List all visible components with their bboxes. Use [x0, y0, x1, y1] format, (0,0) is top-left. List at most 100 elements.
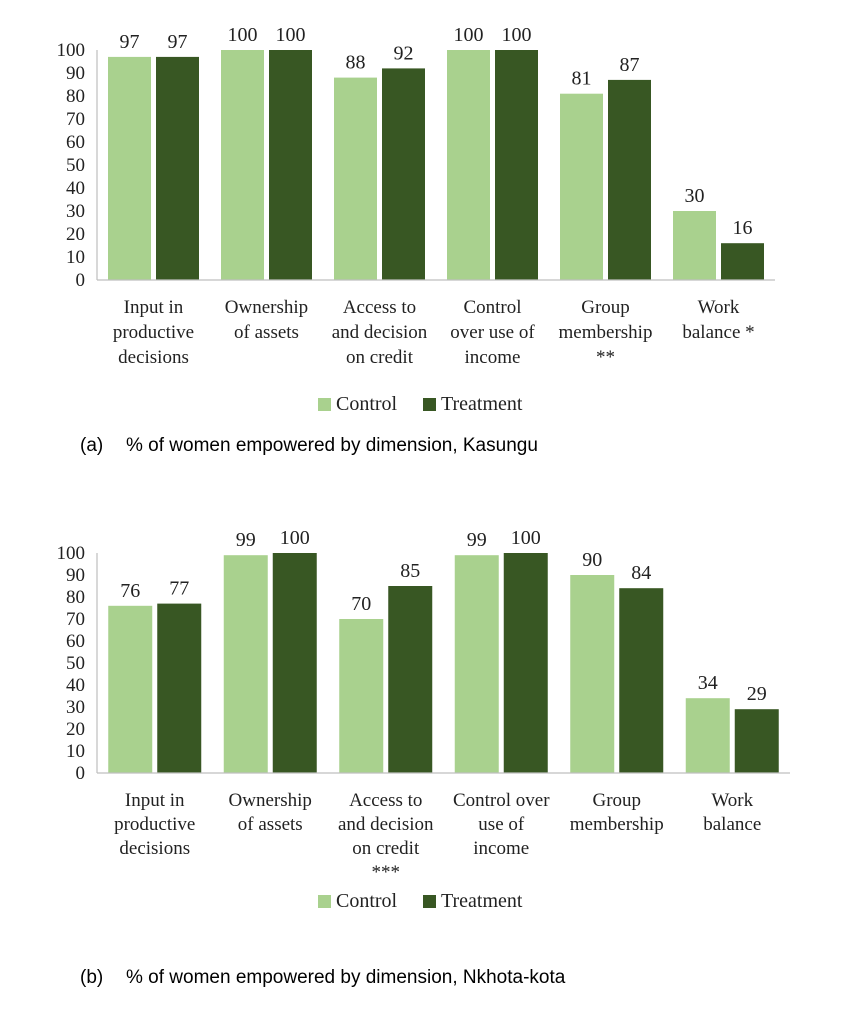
data-label: 70: [351, 593, 371, 615]
data-label: 81: [572, 68, 592, 90]
bar-control: [223, 555, 268, 773]
data-label: 87: [620, 54, 640, 76]
data-label: 88: [346, 52, 366, 74]
category-label: Ownership: [225, 297, 308, 318]
y-tick-label: 100: [57, 543, 86, 564]
category-label: Access to: [349, 790, 422, 811]
y-tick-label: 90: [66, 565, 85, 586]
legend-label: Control: [336, 393, 398, 415]
chart-panel-kasungu: 0 10 20 30 40 50 60 70 80 90 100 97 100 88 100 81 30 97 10…: [0, 0, 853, 480]
data-label: 100: [228, 24, 258, 46]
category-label: on credit: [346, 347, 414, 368]
data-label: 92: [394, 42, 414, 64]
category-label: income: [465, 347, 521, 368]
y-tick-label: 0: [76, 763, 86, 784]
category-label: productive: [113, 322, 194, 343]
bar-treatment: [608, 79, 651, 281]
data-label: 100: [454, 24, 484, 46]
bar-treatment: [269, 50, 312, 280]
category-label: of assets: [238, 814, 303, 835]
bar-control: [447, 50, 490, 280]
bar-treatment: [382, 68, 425, 281]
bar-treatment: [157, 603, 202, 773]
category-label: ***: [372, 862, 401, 883]
caption-text: % of women empowered by dimension, Nkhot…: [126, 967, 566, 988]
bar-treatment: [156, 56, 199, 281]
caption-label: (a): [80, 435, 104, 456]
category-label: Work: [711, 790, 753, 811]
legend-label: Treatment: [441, 890, 523, 912]
data-label: 99: [467, 529, 487, 551]
category-label: Control: [463, 297, 521, 318]
data-label: 30: [685, 185, 705, 207]
y-tick-label: 100: [57, 40, 86, 61]
legend-label: Treatment: [441, 393, 523, 415]
category-label: income: [473, 838, 529, 859]
legend-swatch-treatment: [423, 398, 436, 411]
data-label: 29: [747, 683, 767, 705]
caption-text: % of women empowered by dimension, Kasun…: [126, 435, 538, 456]
bar-control: [108, 605, 153, 773]
bar-control: [454, 555, 499, 773]
y-tick-label: 40: [66, 178, 85, 199]
data-label: 90: [582, 549, 602, 571]
caption-label: (b): [80, 967, 104, 988]
data-label: 76: [120, 580, 140, 602]
y-tick-label: 60: [66, 631, 85, 652]
data-label: 100: [280, 527, 310, 549]
y-tick-label: 30: [66, 201, 85, 222]
data-label: 16: [733, 217, 753, 239]
y-tick-label: 10: [66, 741, 85, 762]
y-tick-label: 80: [66, 86, 85, 107]
category-label: Group: [581, 297, 630, 318]
bar-control: [560, 93, 603, 280]
y-tick-label: 50: [66, 155, 85, 176]
bar-control: [339, 619, 384, 773]
category-label: decisions: [118, 347, 189, 368]
data-label: 100: [276, 24, 306, 46]
bar-treatment: [495, 50, 538, 280]
category-label: and decision: [332, 322, 428, 343]
data-label: 97: [120, 31, 140, 53]
category-label: membership: [570, 814, 664, 835]
category-label: Access to: [343, 297, 416, 318]
category-label: **: [596, 347, 615, 368]
category-label: productive: [114, 814, 195, 835]
y-tick-label: 80: [66, 587, 85, 608]
legend-swatch-control: [318, 895, 331, 908]
bar-control: [685, 698, 730, 773]
chart-panel-nkhota-kota: 0 10 20 30 40 50 60 70 80 90 100 76 99 70 99 90 34 77 100 8…: [0, 495, 853, 1024]
category-label: membership: [559, 322, 653, 343]
category-label: Group: [592, 790, 641, 811]
category-label: of assets: [234, 322, 299, 343]
y-tick-label: 60: [66, 132, 85, 153]
category-label: Input in: [125, 790, 185, 811]
category-label: on credit: [352, 838, 420, 859]
category-label: use of: [478, 814, 525, 835]
y-tick-label: 70: [66, 609, 85, 630]
category-label: balance *: [682, 322, 754, 343]
data-label: 85: [400, 560, 420, 582]
y-tick-label: 10: [66, 247, 85, 268]
y-tick-label: 90: [66, 63, 85, 84]
bar-control: [334, 77, 377, 280]
bar-treatment: [734, 709, 779, 773]
y-tick-label: 30: [66, 697, 85, 718]
y-tick-label: 0: [76, 270, 86, 291]
data-label: 34: [698, 672, 718, 694]
legend-swatch-control: [318, 398, 331, 411]
data-label: 97: [168, 31, 188, 53]
legend-label: Control: [336, 890, 398, 912]
category-label: Ownership: [229, 790, 312, 811]
category-label: over use of: [450, 322, 535, 343]
legend-swatch-treatment: [423, 895, 436, 908]
data-label: 84: [631, 562, 651, 584]
bar-treatment: [388, 586, 433, 773]
bar-treatment: [272, 553, 317, 773]
bar-control: [673, 211, 716, 280]
category-label: and decision: [338, 814, 434, 835]
category-label: Work: [698, 297, 740, 318]
data-label: 100: [502, 24, 532, 46]
y-tick-label: 50: [66, 653, 85, 674]
